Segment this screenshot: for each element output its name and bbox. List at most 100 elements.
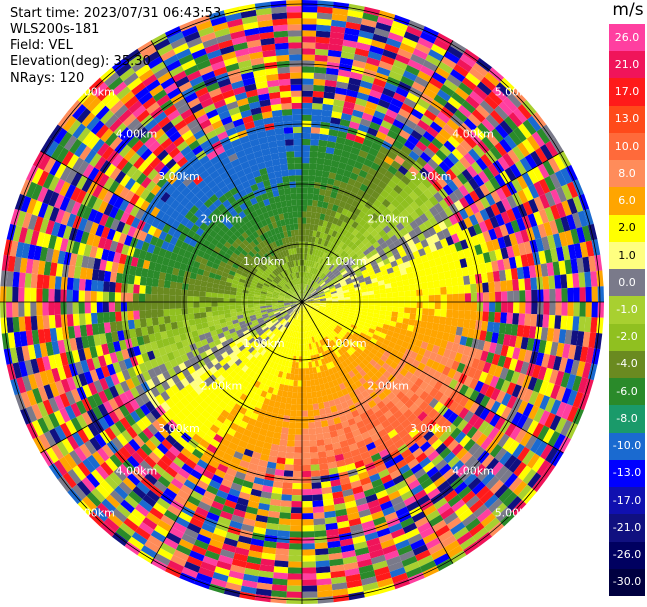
velocity-gate <box>307 193 314 200</box>
velocity-gate <box>361 269 369 275</box>
velocity-gate <box>250 431 260 440</box>
velocity-gate <box>512 443 525 459</box>
velocity-gate <box>235 305 242 309</box>
velocity-gate <box>419 526 435 539</box>
velocity-gate <box>288 361 293 368</box>
velocity-gate <box>305 368 310 375</box>
velocity-gate <box>505 221 515 235</box>
velocity-gate <box>461 490 476 504</box>
velocity-gate <box>288 561 302 568</box>
velocity-gate <box>158 427 170 439</box>
velocity-gate <box>310 470 321 477</box>
velocity-gate <box>198 390 208 401</box>
velocity-gate <box>413 186 424 197</box>
velocity-gate <box>317 200 324 208</box>
velocity-gate <box>500 511 516 527</box>
velocity-gate <box>488 67 505 83</box>
velocity-gate <box>318 219 324 227</box>
velocity-gate <box>136 481 150 495</box>
velocity-gate <box>313 84 325 92</box>
velocity-gate <box>186 522 202 534</box>
velocity-gate <box>286 367 292 374</box>
velocity-gate <box>303 290 306 297</box>
velocity-gate <box>282 327 287 334</box>
velocity-gate <box>348 370 356 378</box>
velocity-gate <box>305 260 309 267</box>
velocity-gate <box>318 307 325 311</box>
velocity-gate <box>315 313 321 319</box>
velocity-gate <box>24 302 31 317</box>
velocity-gate <box>438 209 449 221</box>
velocity-gate <box>189 517 204 529</box>
velocity-gate <box>397 544 413 556</box>
velocity-gate <box>290 311 295 317</box>
velocity-gate <box>353 256 361 263</box>
velocity-gate <box>367 290 375 296</box>
velocity-gate <box>257 395 266 404</box>
velocity-gate <box>306 217 311 224</box>
velocity-gate <box>280 326 286 333</box>
velocity-gate <box>480 242 489 254</box>
velocity-gate <box>157 475 171 488</box>
velocity-gate <box>223 418 233 428</box>
velocity-gate <box>403 312 411 319</box>
velocity-gate <box>511 206 522 220</box>
velocity-gate <box>314 249 319 256</box>
velocity-gate <box>346 279 353 285</box>
velocity-gate <box>312 193 319 201</box>
velocity-gate <box>97 502 112 518</box>
velocity-gate <box>321 338 327 346</box>
velocity-gate <box>454 109 468 123</box>
velocity-gate <box>251 331 258 338</box>
velocity-gate <box>350 299 357 302</box>
velocity-gate <box>109 311 116 323</box>
velocity-gate <box>418 400 429 412</box>
velocity-gate <box>161 438 173 451</box>
velocity-gate <box>116 504 131 518</box>
velocity-gate <box>365 386 375 395</box>
velocity-gate <box>185 403 196 413</box>
velocity-gate <box>348 314 355 319</box>
velocity-gate <box>302 241 306 248</box>
velocity-gate <box>145 293 152 302</box>
velocity-gate <box>358 149 369 159</box>
velocity-gate <box>363 348 371 356</box>
velocity-gate <box>330 311 337 315</box>
velocity-gate <box>330 191 338 199</box>
velocity-gate <box>375 256 383 264</box>
velocity-gate <box>328 264 335 271</box>
velocity-gate <box>377 16 394 27</box>
velocity-gate <box>313 261 318 269</box>
velocity-gate <box>395 400 405 410</box>
velocity-gate <box>339 280 347 285</box>
velocity-gate <box>484 72 500 87</box>
velocity-gate <box>338 382 346 391</box>
velocity-gate <box>217 366 226 375</box>
velocity-gate <box>205 296 212 302</box>
velocity-gate <box>368 181 378 191</box>
velocity-gate <box>357 262 365 269</box>
velocity-gate <box>309 446 318 453</box>
velocity-gate <box>392 296 399 302</box>
velocity-gate <box>308 266 312 273</box>
velocity-gate <box>521 488 537 505</box>
velocity-gate <box>434 165 446 177</box>
velocity-gate <box>399 550 415 562</box>
velocity-gate <box>361 431 371 440</box>
velocity-gate <box>320 316 327 321</box>
velocity-gate <box>276 323 282 329</box>
velocity-gate <box>566 214 577 231</box>
velocity-gate <box>587 223 598 241</box>
velocity-gate <box>312 397 319 405</box>
velocity-gate <box>386 555 402 567</box>
velocity-gate <box>157 294 164 302</box>
velocity-gate <box>249 457 260 466</box>
velocity-gate <box>319 339 324 347</box>
velocity-gate <box>317 359 323 367</box>
velocity-gate <box>339 439 349 448</box>
velocity-gate <box>371 190 381 200</box>
velocity-gate <box>137 431 150 444</box>
velocity-gate <box>271 375 278 383</box>
velocity-gate <box>302 549 316 556</box>
velocity-gate <box>358 86 372 96</box>
